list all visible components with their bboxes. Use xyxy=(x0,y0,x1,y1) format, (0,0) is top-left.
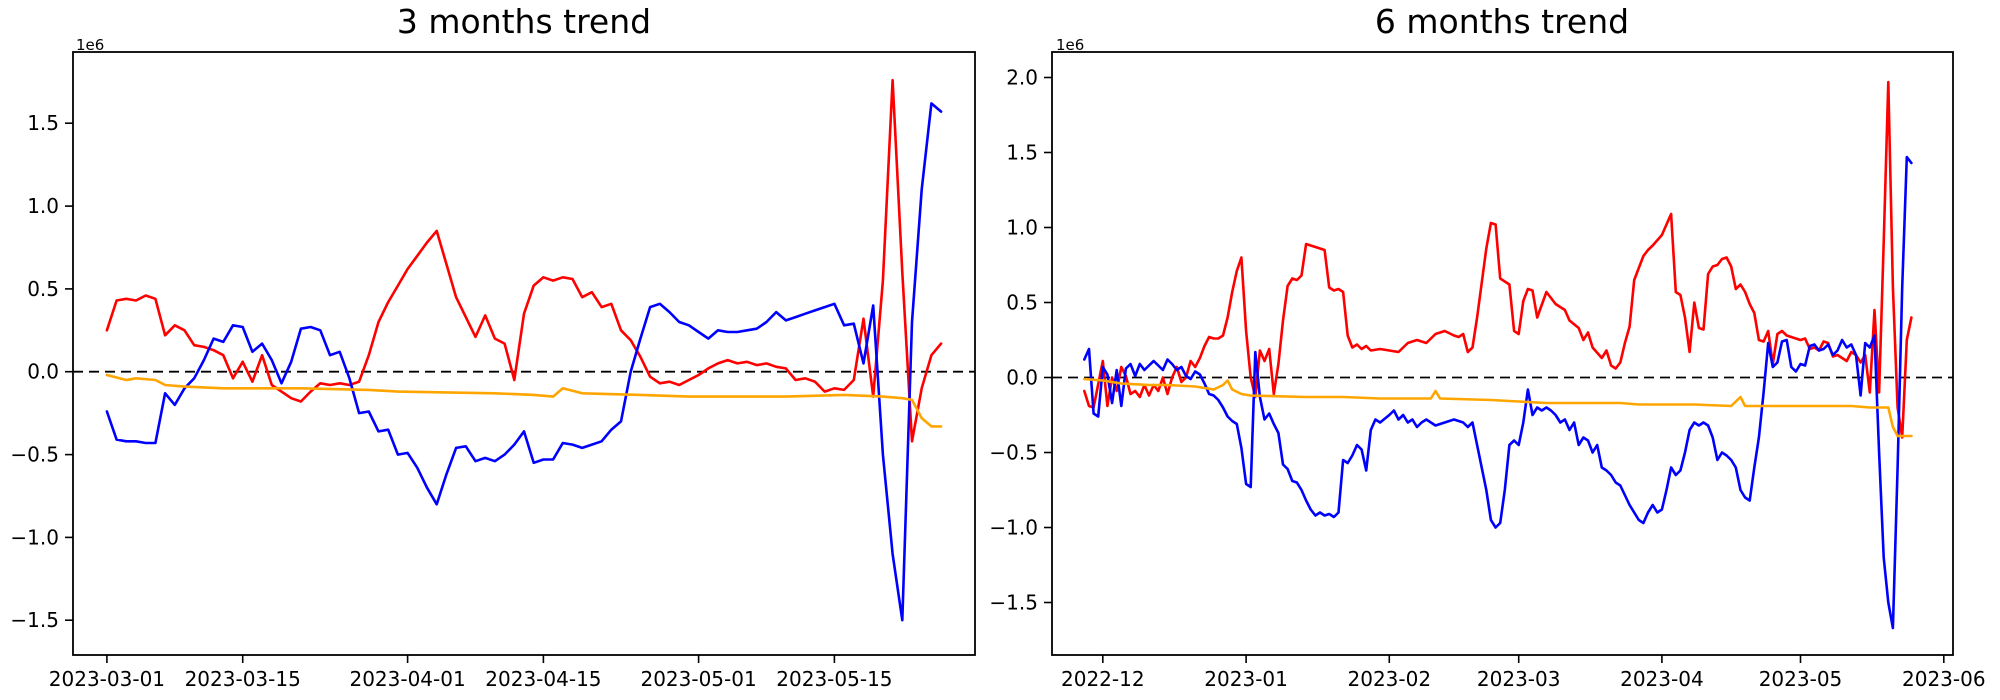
y-tick-label: 0.0 xyxy=(27,360,59,384)
y-tick-label: 0.5 xyxy=(1006,291,1038,315)
series-red-line xyxy=(1083,80,1913,439)
y-tick-label: 1.5 xyxy=(1006,141,1038,165)
y-axis: 2.0 1.5 1.0 0.5 0.0 −0.5 −1.0 −1.5 xyxy=(989,66,1052,615)
y-tick-label: −1.0 xyxy=(989,516,1038,540)
x-tick-label: 2023-05-15 xyxy=(776,667,892,691)
chart-title-6-months: 6 months trend xyxy=(1374,2,1630,41)
y-tick-label: 2.0 xyxy=(1006,66,1038,90)
plot-spines xyxy=(1051,51,1954,656)
y-tick-label: 0.5 xyxy=(27,277,59,301)
x-tick-label: 2023-04 xyxy=(1620,667,1704,691)
y-tick-label: −0.5 xyxy=(10,443,59,467)
y-tick-label: 1.0 xyxy=(1006,216,1038,240)
series-blue-line xyxy=(1083,155,1913,630)
plot-spines xyxy=(72,51,976,656)
x-tick-label: 2023-06 xyxy=(1902,667,1986,691)
series-orange-line xyxy=(1083,377,1913,438)
y-axis: 1.5 1.0 0.5 0.0 −0.5 −1.0 −1.5 xyxy=(10,111,73,632)
y-tick-label: −1.0 xyxy=(10,525,59,549)
y-tick-label: 1.0 xyxy=(27,194,59,218)
y-tick-label: −1.5 xyxy=(10,608,59,632)
x-tick-label: 2023-05 xyxy=(1759,667,1843,691)
series-red-line xyxy=(105,78,943,443)
x-tick-label: 2023-04-15 xyxy=(485,667,601,691)
chart-title-3-months: 3 months trend xyxy=(396,2,652,41)
x-tick-label: 2023-03-15 xyxy=(185,667,301,691)
x-tick-label: 2023-03-01 xyxy=(49,667,165,691)
x-tick-label: 2023-01 xyxy=(1204,667,1288,691)
x-tick-label: 2023-05-01 xyxy=(640,667,756,691)
y-tick-label: 1.5 xyxy=(27,111,59,135)
x-tick-label: 2023-02 xyxy=(1348,667,1432,691)
x-tick-label: 2023-04-01 xyxy=(349,667,465,691)
y-axis-offset-label-left: 1e6 xyxy=(76,36,105,54)
series-blue-line xyxy=(105,102,943,622)
x-axis: 2023-03-01 2023-03-15 2023-04-01 2023-04-15… xyxy=(49,655,893,691)
y-tick-label: −1.5 xyxy=(989,591,1038,615)
y-tick-label: 0.0 xyxy=(1006,366,1038,390)
y-axis-offset-label-right: 1e6 xyxy=(1056,36,1085,54)
series-orange-line xyxy=(105,373,943,428)
x-tick-label: 2022-12 xyxy=(1061,667,1145,691)
y-tick-label: −0.5 xyxy=(989,441,1038,465)
x-axis: 2022-12 2023-01 2023-02 2023-03 2023-04 2023-… xyxy=(1061,655,1986,691)
x-tick-label: 2023-03 xyxy=(1477,667,1561,691)
